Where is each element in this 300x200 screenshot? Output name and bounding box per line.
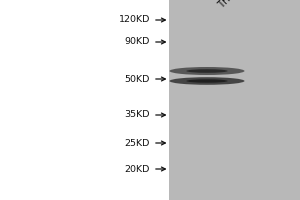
Text: 20KD: 20KD	[124, 164, 150, 173]
Ellipse shape	[169, 77, 244, 85]
Text: 25KD: 25KD	[124, 138, 150, 147]
Text: 90KD: 90KD	[124, 38, 150, 46]
Text: 120KD: 120KD	[118, 16, 150, 24]
Ellipse shape	[186, 79, 228, 83]
Bar	[169, 0, 300, 200]
Text: 35KD: 35KD	[124, 110, 150, 119]
Text: THP-1: THP-1	[216, 0, 243, 10]
Text: 50KD: 50KD	[124, 74, 150, 84]
Ellipse shape	[169, 67, 244, 75]
Ellipse shape	[186, 69, 228, 73]
